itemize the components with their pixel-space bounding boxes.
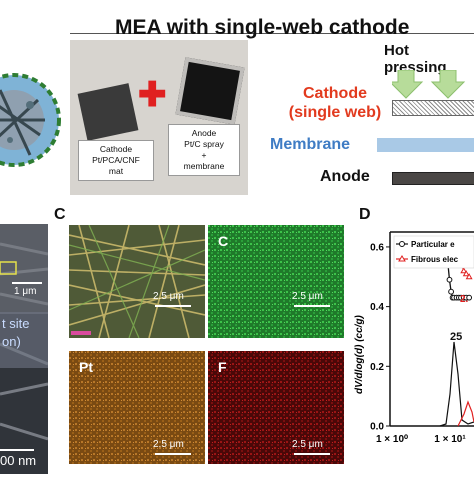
data-point <box>462 270 470 277</box>
anode-layer-label: Anode <box>320 168 370 185</box>
element-label: F <box>218 359 227 375</box>
cathode-layer-bar <box>392 100 474 116</box>
scale-label: 2.5 μm <box>153 439 184 450</box>
scale-bar <box>294 453 330 455</box>
scale-label: 2.5 μm <box>292 439 323 450</box>
plus-icon: ✚ <box>138 76 167 114</box>
sem-fiber-image: 2.5 μm <box>69 225 205 338</box>
header-rule <box>70 33 474 34</box>
membrane-layer-bar <box>377 138 474 152</box>
element-label: Pt <box>79 359 93 375</box>
scale-bar <box>155 305 191 307</box>
site-label: t site <box>2 316 30 331</box>
scale-label: 00 nm <box>0 453 37 468</box>
annotation-red: 2. <box>460 294 469 305</box>
fluorine-map-image: F 2.5 μm <box>208 351 344 464</box>
scale-bar <box>0 449 34 451</box>
panel-d-letter: D <box>359 206 371 223</box>
y-tick-label: 0.4 <box>370 302 384 313</box>
anode-photo-label-line: + <box>201 150 207 160</box>
mea-photo: ✚ Cathode Pt/PCA/CNF mat Anode Pt/C spra… <box>70 40 248 195</box>
anode-photo-label-line: Anode <box>191 128 217 138</box>
scale-label: 2.5 μm <box>153 291 184 302</box>
scale-bar <box>155 453 191 455</box>
carbon-map-image: C 2.5 μm <box>208 225 344 338</box>
y-tick-label: 0.2 <box>370 362 384 373</box>
chart-legend: Particular e Fibrous elec <box>393 235 474 269</box>
data-point <box>448 288 455 295</box>
data-point <box>460 267 468 274</box>
figure-title: MEA with single-web cathode <box>115 16 410 39</box>
legend-entry: Particular e <box>411 240 455 249</box>
cathode-mat-image <box>77 83 139 141</box>
cathode-layer-label: Cathode (single web) <box>284 84 386 122</box>
fibrous-distribution-curve <box>457 400 474 427</box>
scale-label: 1 μm <box>14 286 37 297</box>
pore-size-chart: 0.6 0.4 0.2 0.0 1 × 10⁰ 1 × 10¹ dV/dlog(d) … <box>350 224 474 474</box>
y-tick-label: 0.0 <box>370 422 384 433</box>
annotation-black: 25 <box>450 331 462 343</box>
panel-c-letter: C <box>54 206 66 223</box>
scale-bar <box>12 282 42 284</box>
cathode-photo-label-line: mat <box>108 166 124 176</box>
anode-membrane-image <box>175 57 245 125</box>
element-label: C <box>218 233 229 249</box>
anode-photo-label: Anode Pt/C spray + membrane <box>168 124 240 176</box>
press-arrows <box>388 69 474 105</box>
chart-canvas: 0.6 0.4 0.2 0.0 1 × 10⁰ 1 × 10¹ dV/dlog(d) … <box>354 231 474 445</box>
figure-header: MEA with single-web cathode <box>0 8 474 39</box>
data-point <box>446 276 453 283</box>
scale-label: 2.5 μm <box>292 291 323 302</box>
anode-photo-label-line: membrane <box>183 161 225 171</box>
cathode-photo-label-line: Cathode <box>99 144 133 154</box>
scale-bar <box>294 305 330 307</box>
membrane-layer-label: Membrane <box>270 136 351 153</box>
cathode-layer-label-line: (single web) <box>288 104 382 121</box>
cathode-photo-label-line: Pt/PCA/CNF <box>92 155 140 165</box>
site-label: on) <box>2 334 21 349</box>
legend-entry: Fibrous elec <box>411 255 459 264</box>
anode-layer-bar <box>392 172 474 185</box>
y-axis-label: dV/dlog(d) (cc/g) <box>354 314 365 394</box>
platinum-map-image: Pt 2.5 μm <box>69 351 205 464</box>
cathode-photo-label: Cathode Pt/PCA/CNF mat <box>78 140 154 181</box>
data-point <box>466 294 473 301</box>
fiber-schematic-image <box>0 60 62 180</box>
anode-photo-label-line: Pt/C spray <box>184 139 224 149</box>
y-tick-label: 0.6 <box>370 242 384 253</box>
cross-section-sem-image: 1 μm t site on) 00 nm <box>0 224 48 474</box>
x-tick-label: 1 × 10¹ <box>434 434 466 445</box>
x-tick-label: 1 × 10⁰ <box>376 434 408 445</box>
data-point <box>465 273 473 280</box>
cathode-layer-label-line: Cathode <box>303 85 367 102</box>
particulate-distribution-curve <box>439 341 474 427</box>
